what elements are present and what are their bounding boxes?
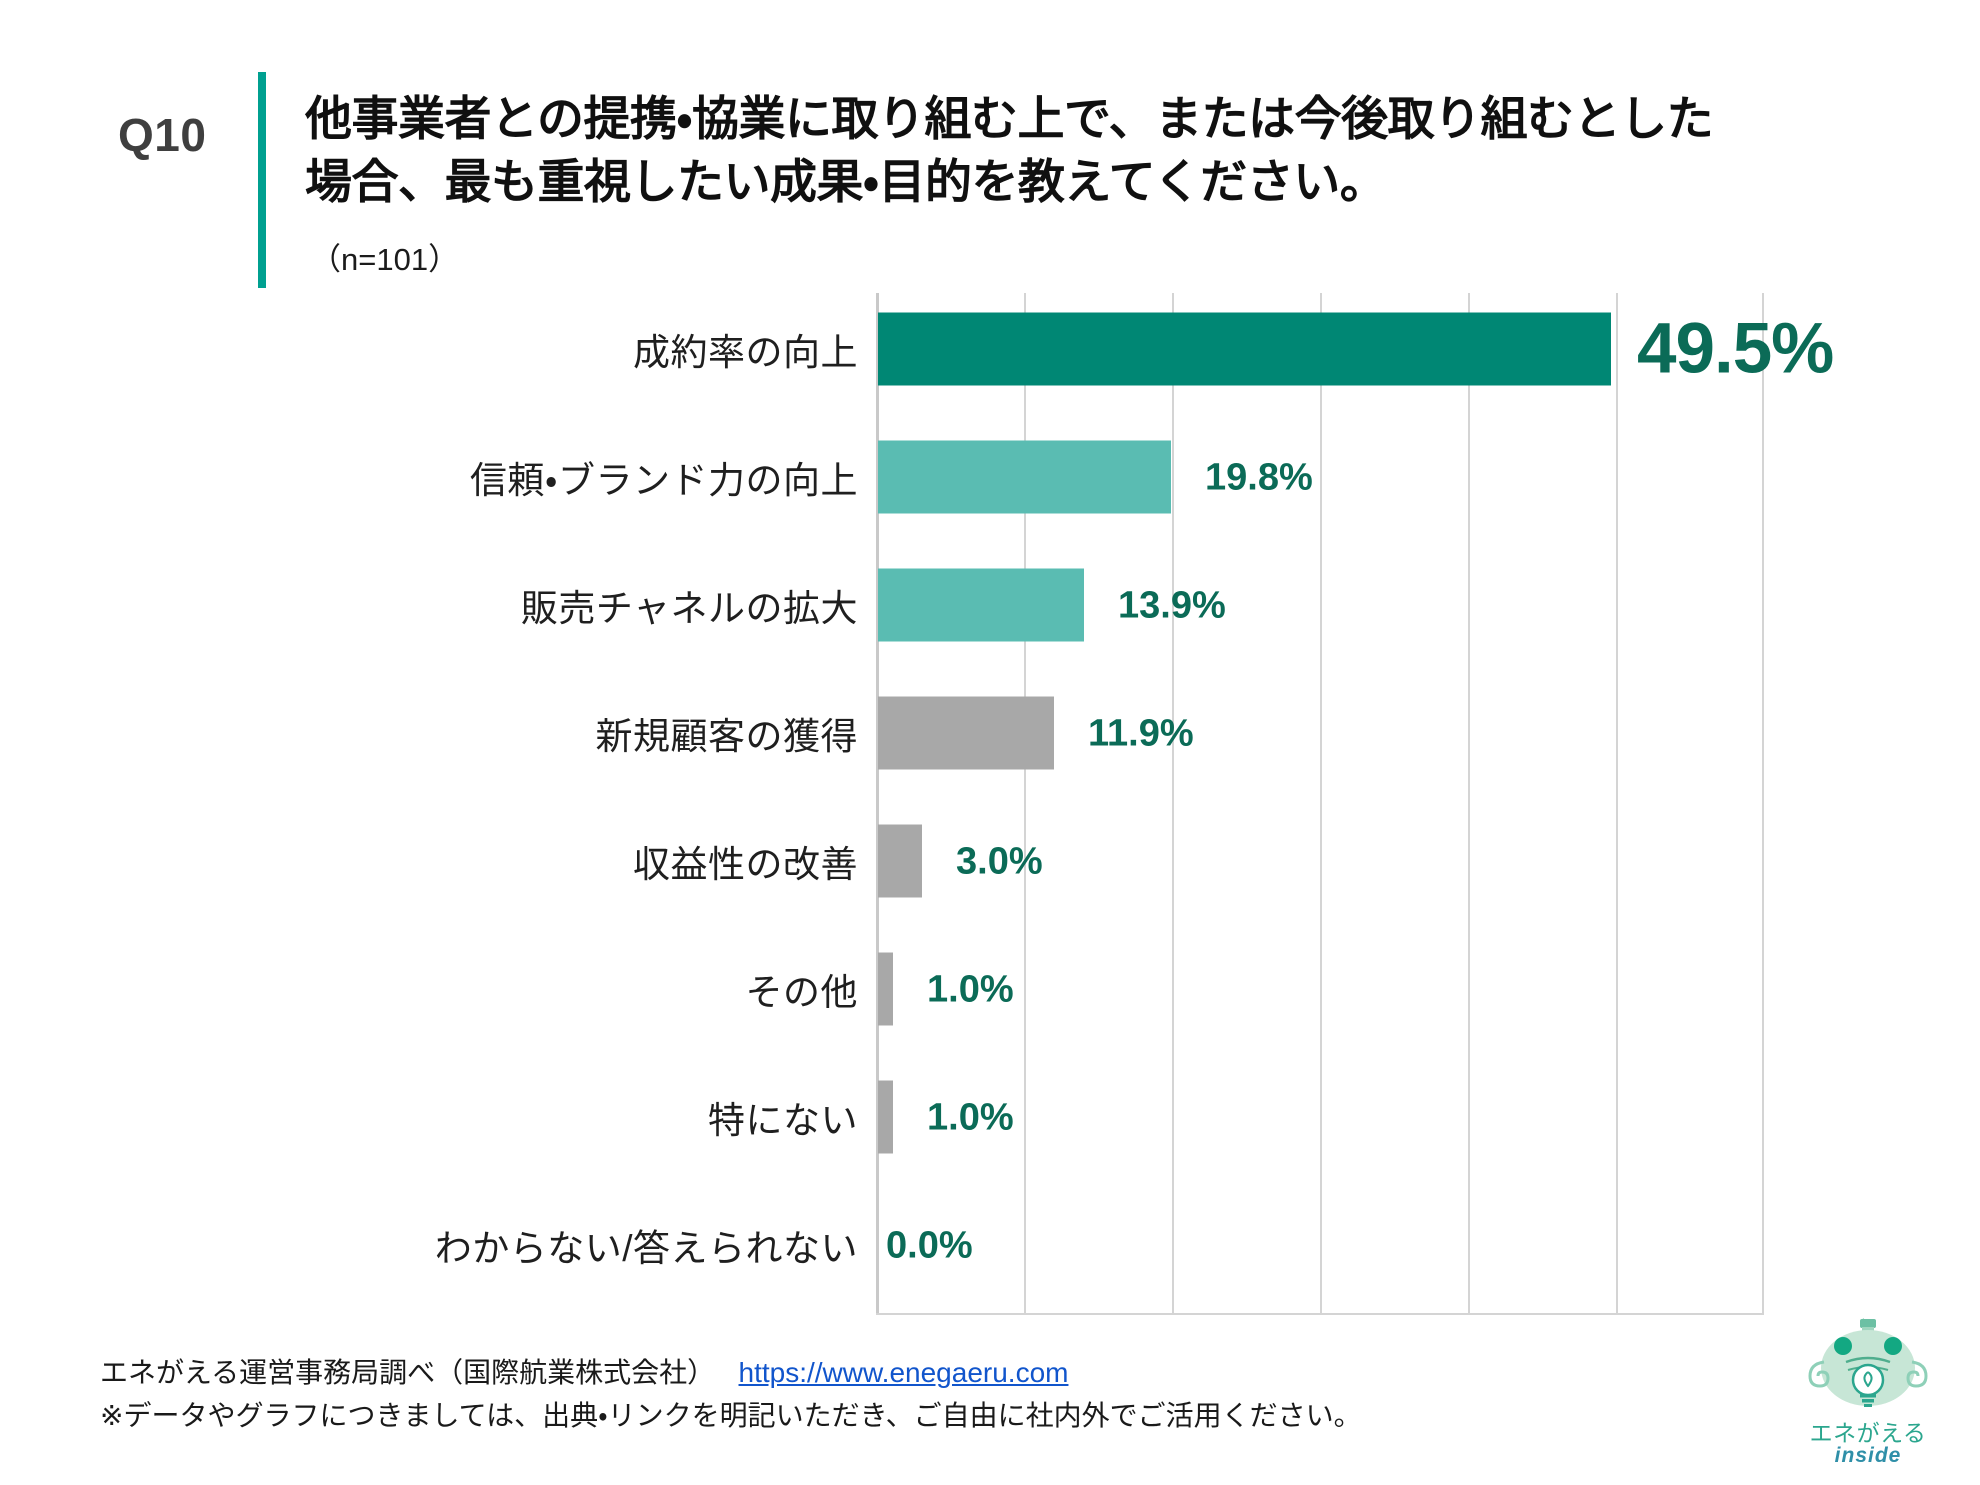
enegaeru-logo: エネがえる inside — [1788, 1313, 1948, 1476]
logo-brand-text: エネがえる — [1809, 1420, 1927, 1446]
bar[interactable] — [878, 568, 1084, 642]
accent-rule — [258, 72, 266, 288]
logo-tagline-text: inside — [1834, 1444, 1902, 1467]
footer: エネがえる運営事務局調べ（国際航業株式会社） https://www.enega… — [100, 1352, 1700, 1437]
bar-group: 11.9% — [878, 696, 1194, 770]
bar-group: 19.8% — [878, 440, 1313, 514]
value-label: 49.5% — [1637, 309, 1834, 389]
bar[interactable] — [878, 440, 1171, 514]
gridline — [1762, 293, 1764, 1315]
gridline — [1024, 293, 1026, 1315]
footer-source-text: エネがえる運営事務局調べ（国際航業株式会社） — [100, 1357, 716, 1388]
category-label: 成約率の向上 — [633, 332, 858, 373]
value-label: 0.0% — [886, 1224, 973, 1266]
footer-usage-note: ※データやグラフにつきましては、出典・リンクを明記いただき、ご自由に社内外でご活… — [100, 1399, 1362, 1431]
bar[interactable] — [878, 696, 1054, 770]
chart-row: 成約率の向上 49.5% — [0, 285, 1980, 413]
bar[interactable] — [878, 824, 922, 898]
bar-chart: 成約率の向上 49.5% 信頼・ブランド力の向上 19.8% 販売チャネルの拡大… — [0, 285, 1980, 1315]
sample-size-label: （n=101） — [310, 242, 460, 277]
chart-row: その他 1.0% — [0, 925, 1980, 1053]
gridline — [1320, 293, 1322, 1315]
category-label: 信頼・ブランド力の向上 — [469, 460, 858, 501]
value-label: 1.0% — [927, 968, 1014, 1010]
chart-row: 特にない 1.0% — [0, 1053, 1980, 1181]
bar-group: 49.5% — [878, 309, 1834, 389]
chart-row: 新規顧客の獲得 11.9% — [0, 669, 1980, 797]
bar-group: 0.0% — [878, 1209, 973, 1282]
chart-row: わからない/答えられない 0.0% — [0, 1181, 1980, 1309]
category-label: 特にない — [708, 1100, 858, 1141]
gridline — [1172, 293, 1174, 1315]
value-label: 13.9% — [1118, 584, 1226, 626]
category-label: わからない/答えられない — [434, 1228, 858, 1269]
category-label: 新規顧客の獲得 — [595, 716, 858, 757]
chart-header: Q10 他事業者との提携・協業に取り組む上で、または今後取り組むとした 場合、最… — [0, 0, 1980, 300]
category-label: 販売チャネルの拡大 — [520, 588, 858, 629]
question-number: Q10 — [118, 109, 207, 161]
bar-group: 1.0% — [878, 1080, 1014, 1154]
footer-source-line: エネがえる運営事務局調べ（国際航業株式会社） https://www.enega… — [100, 1352, 1700, 1395]
bar-group: 1.0% — [878, 952, 1014, 1026]
chart-row: 信頼・ブランド力の向上 19.8% — [0, 413, 1980, 541]
bar-group: 3.0% — [878, 824, 1043, 898]
bar-group: 13.9% — [878, 568, 1226, 642]
bar[interactable] — [878, 312, 1611, 386]
plot-area — [876, 293, 1764, 1315]
value-label: 11.9% — [1088, 712, 1194, 754]
value-label: 3.0% — [956, 840, 1043, 882]
chart-row: 販売チャネルの拡大 13.9% — [0, 541, 1980, 669]
value-label: 19.8% — [1205, 456, 1313, 498]
category-label: 収益性の改善 — [633, 844, 858, 885]
value-label: 1.0% — [927, 1096, 1014, 1138]
title-line-1: 他事業者との提携・協業に取り組む上で、または今後取り組むとした — [305, 92, 1714, 145]
gridline — [1468, 293, 1470, 1315]
category-label: その他 — [745, 972, 858, 1013]
gridline — [1616, 293, 1618, 1315]
frog-logo-icon — [1808, 1313, 1928, 1407]
bar[interactable] — [878, 952, 893, 1026]
y-axis-line — [876, 293, 879, 1315]
page-title: 他事業者との提携・協業に取り組む上で、または今後取り組むとした 場合、最も重視し… — [305, 88, 1945, 214]
source-link[interactable]: https://www.enegaeru.com — [738, 1357, 1069, 1388]
chart-row: 収益性の改善 3.0% — [0, 797, 1980, 925]
title-line-2: 場合、最も重視したい成果・目的を教えてください。 — [305, 154, 1387, 208]
bar[interactable] — [878, 1080, 893, 1154]
x-axis-baseline — [876, 1313, 1764, 1315]
